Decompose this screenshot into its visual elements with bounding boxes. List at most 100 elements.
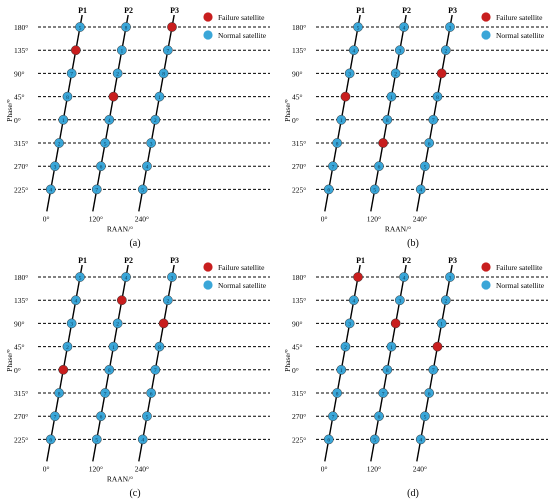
normal-satellite <box>154 91 165 102</box>
normal-satellite <box>45 184 56 195</box>
plane-label: P3 <box>170 256 179 265</box>
normal-satellite <box>344 318 355 329</box>
raan-tick-label: 120° <box>89 464 103 473</box>
phase-tick-label: 0° <box>292 366 299 375</box>
normal-satellite <box>323 184 334 195</box>
x-axis-label: RAAN/° <box>385 224 411 233</box>
legend-failure-marker <box>481 262 491 272</box>
normal-satellite <box>91 434 102 445</box>
normal-satellite <box>440 295 451 306</box>
failure-satellite <box>167 22 177 32</box>
normal-satellite <box>436 318 447 329</box>
satellite-number: 3 <box>348 322 351 328</box>
satellite-number: 4 <box>352 49 355 55</box>
raan-tick-label: 120° <box>367 214 381 223</box>
raan-tick-label: 120° <box>89 214 103 223</box>
phase-tick-label: 45° <box>292 93 303 102</box>
satellite-number: 1 <box>158 95 161 101</box>
satellite-number: 6 <box>378 415 381 421</box>
satellite-number: 8 <box>386 368 389 374</box>
plane-label: P1 <box>78 6 87 15</box>
normal-satellite <box>374 411 384 422</box>
normal-satellite <box>348 45 359 56</box>
normal-satellite <box>374 161 384 172</box>
satellite-number: 4 <box>419 438 422 444</box>
phase-tick-label: 270° <box>14 162 28 171</box>
satellite-number: 5 <box>357 25 360 31</box>
satellite-number: 7 <box>154 368 157 374</box>
legend-normal-label: Normal satellite <box>218 31 267 40</box>
normal-satellite <box>369 434 380 445</box>
satellite-number: 6 <box>150 391 153 397</box>
normal-satellite <box>415 184 426 195</box>
orbit-plane-line <box>46 14 83 212</box>
normal-satellite <box>150 114 161 125</box>
normal-satellite <box>344 68 355 79</box>
raan-tick-label: 0° <box>43 214 50 223</box>
satellite-number: 7 <box>70 72 73 78</box>
phase-tick-label: 45° <box>14 93 25 102</box>
normal-satellite <box>154 341 165 352</box>
satellite-number: 3 <box>70 322 73 328</box>
x-axis-label: RAAN/° <box>107 474 133 483</box>
raan-tick-label: 0° <box>321 464 328 473</box>
failure-satellite <box>390 318 401 329</box>
satellite-number: 2 <box>154 118 157 124</box>
normal-satellite <box>142 411 152 422</box>
legend-failure-label: Failure satellite <box>218 13 265 22</box>
normal-satellite <box>54 138 64 148</box>
satellite-number: 2 <box>166 299 169 305</box>
satellite-number: 1 <box>120 49 123 55</box>
plane-label: P3 <box>448 6 457 15</box>
legend-failure-marker <box>481 12 491 22</box>
satellite-number: 8 <box>436 95 439 101</box>
normal-satellite <box>45 434 56 445</box>
legend-normal-marker <box>203 280 213 290</box>
satellite-number: 1 <box>112 345 115 351</box>
phase-tick-label: 180° <box>292 273 306 282</box>
normal-satellite <box>420 411 430 422</box>
satellite-number: 2 <box>394 72 397 78</box>
satellite-number: 7 <box>432 368 435 374</box>
phase-tick-label: 225° <box>292 185 306 194</box>
normal-satellite <box>378 388 388 398</box>
satellite-number: 3 <box>348 72 351 78</box>
satellite-number: 3 <box>449 275 452 281</box>
satellite-number: 2 <box>66 345 69 351</box>
panel-caption: (b) <box>407 238 419 249</box>
phase-tick-label: 90° <box>292 69 303 78</box>
normal-satellite <box>158 68 169 79</box>
normal-satellite <box>390 68 401 79</box>
normal-satellite <box>336 364 347 375</box>
satellite-number: 1 <box>340 118 343 124</box>
plane-label: P3 <box>170 6 179 15</box>
normal-satellite <box>382 364 393 375</box>
satellite-number: 6 <box>100 415 103 421</box>
raan-tick-label: 240° <box>135 464 149 473</box>
satellite-number: 6 <box>327 188 330 194</box>
satellite-number: 2 <box>58 141 61 147</box>
legend-normal-marker <box>203 30 213 40</box>
plane-label: P3 <box>448 256 457 265</box>
failure-satellite <box>58 364 69 375</box>
orbit-plane-line <box>416 264 453 462</box>
normal-satellite <box>340 341 351 352</box>
normal-satellite <box>336 114 347 125</box>
normal-satellite <box>104 364 115 375</box>
normal-satellite <box>353 22 363 32</box>
phase-tick-label: 270° <box>292 412 306 421</box>
legend-normal-label: Normal satellite <box>496 281 545 290</box>
normal-satellite <box>428 364 439 375</box>
satellite-number: 2 <box>444 299 447 305</box>
satellite-number: 1 <box>62 118 65 124</box>
raan-tick-label: 240° <box>135 214 149 223</box>
satellite-number: 8 <box>336 391 339 397</box>
satellite-number: 4 <box>146 165 149 171</box>
phase-tick-label: 315° <box>14 389 28 398</box>
normal-satellite <box>428 114 439 125</box>
normal-satellite <box>112 68 123 79</box>
normal-satellite <box>323 434 334 445</box>
legend-failure-marker <box>203 262 213 272</box>
normal-satellite <box>167 272 177 282</box>
satellite-number: 2 <box>116 322 119 328</box>
